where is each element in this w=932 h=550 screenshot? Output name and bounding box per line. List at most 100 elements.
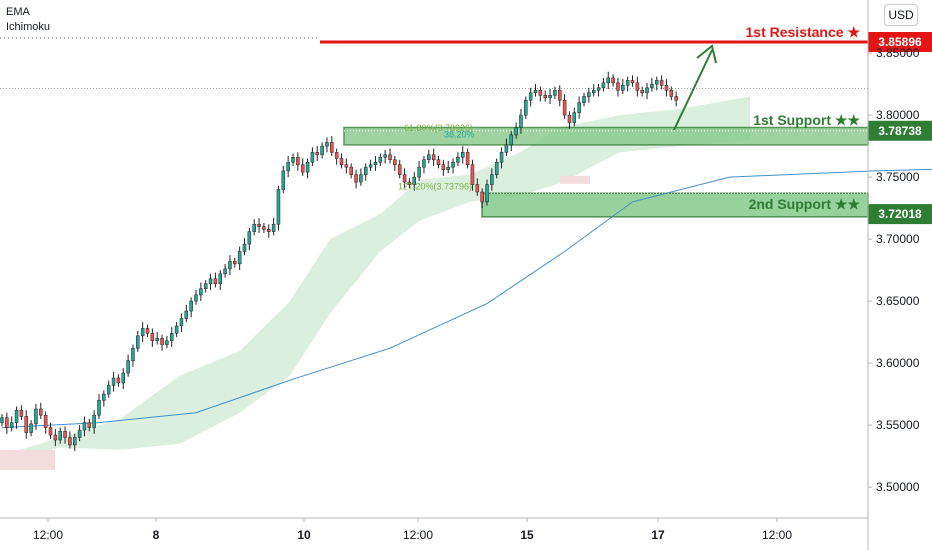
candle	[465, 148, 470, 169]
candle	[664, 79, 669, 97]
candle	[378, 153, 383, 166]
candle-body	[34, 408, 38, 425]
candle-body	[344, 164, 349, 168]
candle-body	[461, 152, 465, 158]
candle-body	[203, 283, 208, 289]
candle	[548, 89, 552, 104]
candle	[136, 330, 140, 352]
candle	[310, 147, 315, 166]
candle	[77, 425, 82, 442]
candle	[509, 131, 513, 152]
candle	[349, 163, 353, 179]
candle	[315, 146, 319, 161]
candle-body	[514, 127, 518, 136]
candle	[480, 188, 484, 209]
candle	[131, 344, 135, 367]
candle-body	[451, 161, 455, 168]
candle-body	[296, 157, 300, 165]
candle-body	[286, 161, 290, 172]
x-tick-label: 12:00	[403, 528, 433, 542]
candle-body	[29, 423, 33, 433]
candle-body	[228, 261, 232, 270]
candle-body	[242, 243, 247, 252]
candle	[611, 74, 615, 87]
candle	[587, 87, 591, 103]
indicator-label-ichimoku[interactable]: Ichimoku	[6, 21, 51, 33]
candle	[635, 76, 640, 97]
candle-body	[247, 231, 252, 245]
candle-body	[140, 328, 145, 337]
candle-body	[5, 417, 9, 428]
candle-body	[233, 261, 237, 265]
grid-lines	[0, 37, 868, 89]
x-tick-label: 10	[297, 528, 311, 542]
candle-body	[237, 251, 242, 265]
candle-body	[674, 96, 678, 101]
candle-body	[82, 422, 87, 431]
candle	[218, 270, 222, 290]
candle-body	[9, 422, 14, 428]
candle	[359, 168, 363, 186]
candle	[155, 332, 159, 345]
candle-body	[621, 85, 625, 91]
candle	[106, 380, 111, 398]
candle-body	[19, 409, 24, 417]
candle-body	[271, 223, 276, 232]
candle-body	[572, 112, 577, 123]
candle-body	[383, 154, 387, 158]
candle-body	[218, 273, 222, 285]
currency-button[interactable]: USD	[884, 4, 918, 26]
candle	[354, 169, 358, 189]
candle	[0, 413, 4, 427]
candle-body	[189, 300, 193, 312]
candle-body	[325, 142, 329, 147]
level-label-1: 1st Resistance ★	[746, 24, 861, 40]
candle-body	[378, 157, 383, 163]
candle-body	[184, 310, 189, 319]
candlestick-series	[0, 71, 678, 452]
candle-body	[373, 161, 378, 165]
candle	[5, 412, 9, 434]
candle	[451, 158, 455, 174]
candle-body	[97, 400, 101, 416]
candle	[427, 149, 431, 164]
candle	[300, 158, 305, 176]
y-tick-label: 3.55000	[876, 418, 920, 432]
candle-body	[659, 80, 664, 86]
candle	[485, 179, 489, 206]
candle	[82, 416, 87, 437]
candle	[402, 168, 407, 189]
indicator-label-ema[interactable]: EMA	[6, 6, 30, 18]
candle	[519, 108, 523, 134]
candle-body	[68, 437, 72, 446]
candle-body	[640, 90, 644, 94]
candle	[194, 289, 198, 305]
candle-body	[87, 422, 92, 428]
candle-body	[102, 393, 106, 401]
price-tag-text-3: 3.72018	[878, 207, 922, 221]
candle-body	[131, 347, 135, 361]
candle	[393, 156, 397, 171]
candle	[674, 91, 678, 107]
support-zones	[343, 126, 869, 218]
candle-body	[106, 385, 111, 395]
candle	[490, 168, 494, 191]
candle	[461, 146, 465, 164]
candle-body	[480, 191, 484, 203]
candle-body	[136, 335, 140, 349]
candle-body	[39, 408, 43, 416]
x-tick-label: 8	[153, 528, 160, 542]
candle	[591, 84, 596, 97]
candle	[412, 172, 416, 191]
candle	[242, 237, 247, 256]
price-tag-text-2: 3.78738	[878, 124, 922, 138]
candle	[276, 185, 281, 231]
candle-body	[397, 164, 402, 175]
candle-body	[349, 166, 353, 175]
candle	[53, 428, 58, 447]
candle	[140, 322, 145, 343]
candle	[34, 404, 38, 431]
candle-body	[499, 152, 504, 163]
candle-body	[669, 90, 674, 97]
